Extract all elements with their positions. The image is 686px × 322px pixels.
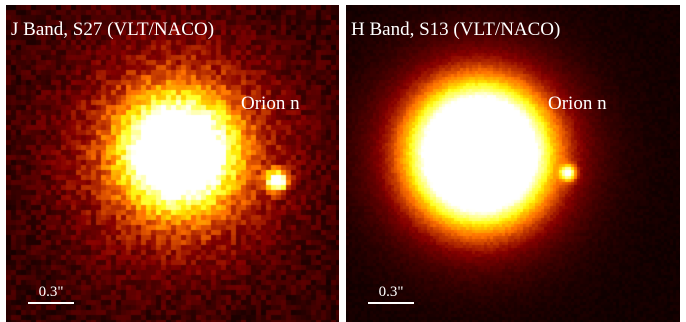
h-band-orion-n-label: Orion n	[548, 93, 607, 114]
h-band-title: H Band, S13 (VLT/NACO)	[351, 19, 561, 40]
h-band-scale-line	[368, 302, 414, 304]
j-band-scale-bar: 0.3"	[28, 285, 74, 307]
j-band-title: J Band, S27 (VLT/NACO)	[11, 19, 215, 40]
j-band-image-panel: J Band, S27 (VLT/NACO) Orion n 0.3"	[6, 5, 339, 322]
j-band-scale-line	[28, 302, 74, 304]
h-band-image	[346, 5, 680, 322]
j-band-image	[6, 5, 339, 322]
h-band-scale-label: 0.3"	[378, 284, 404, 300]
j-band-scale-label: 0.3"	[38, 284, 64, 300]
j-band-orion-n-label: Orion n	[241, 93, 300, 114]
h-band-image-panel: H Band, S13 (VLT/NACO) Orion n 0.3"	[346, 5, 680, 322]
h-band-scale-bar: 0.3"	[368, 285, 414, 307]
